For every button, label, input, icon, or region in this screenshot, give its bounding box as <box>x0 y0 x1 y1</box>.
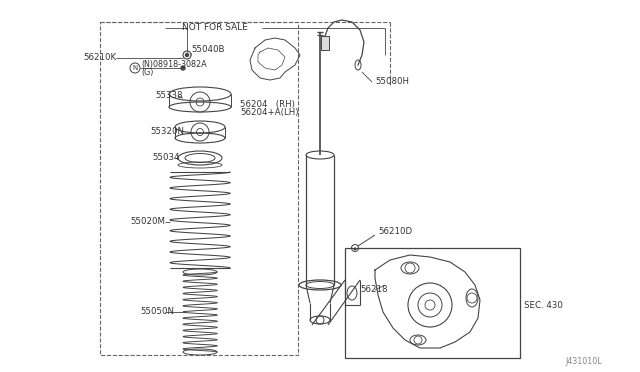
Text: 55050N: 55050N <box>140 308 174 317</box>
Text: N: N <box>132 65 138 71</box>
Text: 55040B: 55040B <box>191 45 225 55</box>
Text: 56210K: 56210K <box>83 54 116 62</box>
Text: 55034: 55034 <box>152 154 179 163</box>
Text: (N)08918-3082A: (N)08918-3082A <box>141 60 207 68</box>
Text: 56204+A(LH): 56204+A(LH) <box>240 109 298 118</box>
Text: NOT FOR SALE: NOT FOR SALE <box>182 23 248 32</box>
Text: 56210D: 56210D <box>378 228 412 237</box>
Text: J431010L: J431010L <box>565 357 602 366</box>
Bar <box>321 36 329 50</box>
Text: 55080H: 55080H <box>375 77 409 87</box>
Bar <box>345 248 520 358</box>
Text: 56218: 56218 <box>360 285 387 295</box>
Text: 56204   (RH): 56204 (RH) <box>240 100 295 109</box>
Text: 55338: 55338 <box>155 92 182 100</box>
Circle shape <box>186 54 189 57</box>
Text: 55020M: 55020M <box>130 218 165 227</box>
Circle shape <box>181 66 185 70</box>
Bar <box>100 22 298 355</box>
Circle shape <box>353 247 356 250</box>
Text: (G): (G) <box>141 67 154 77</box>
Text: 55320N: 55320N <box>150 126 184 135</box>
Text: SEC. 430: SEC. 430 <box>524 301 563 310</box>
